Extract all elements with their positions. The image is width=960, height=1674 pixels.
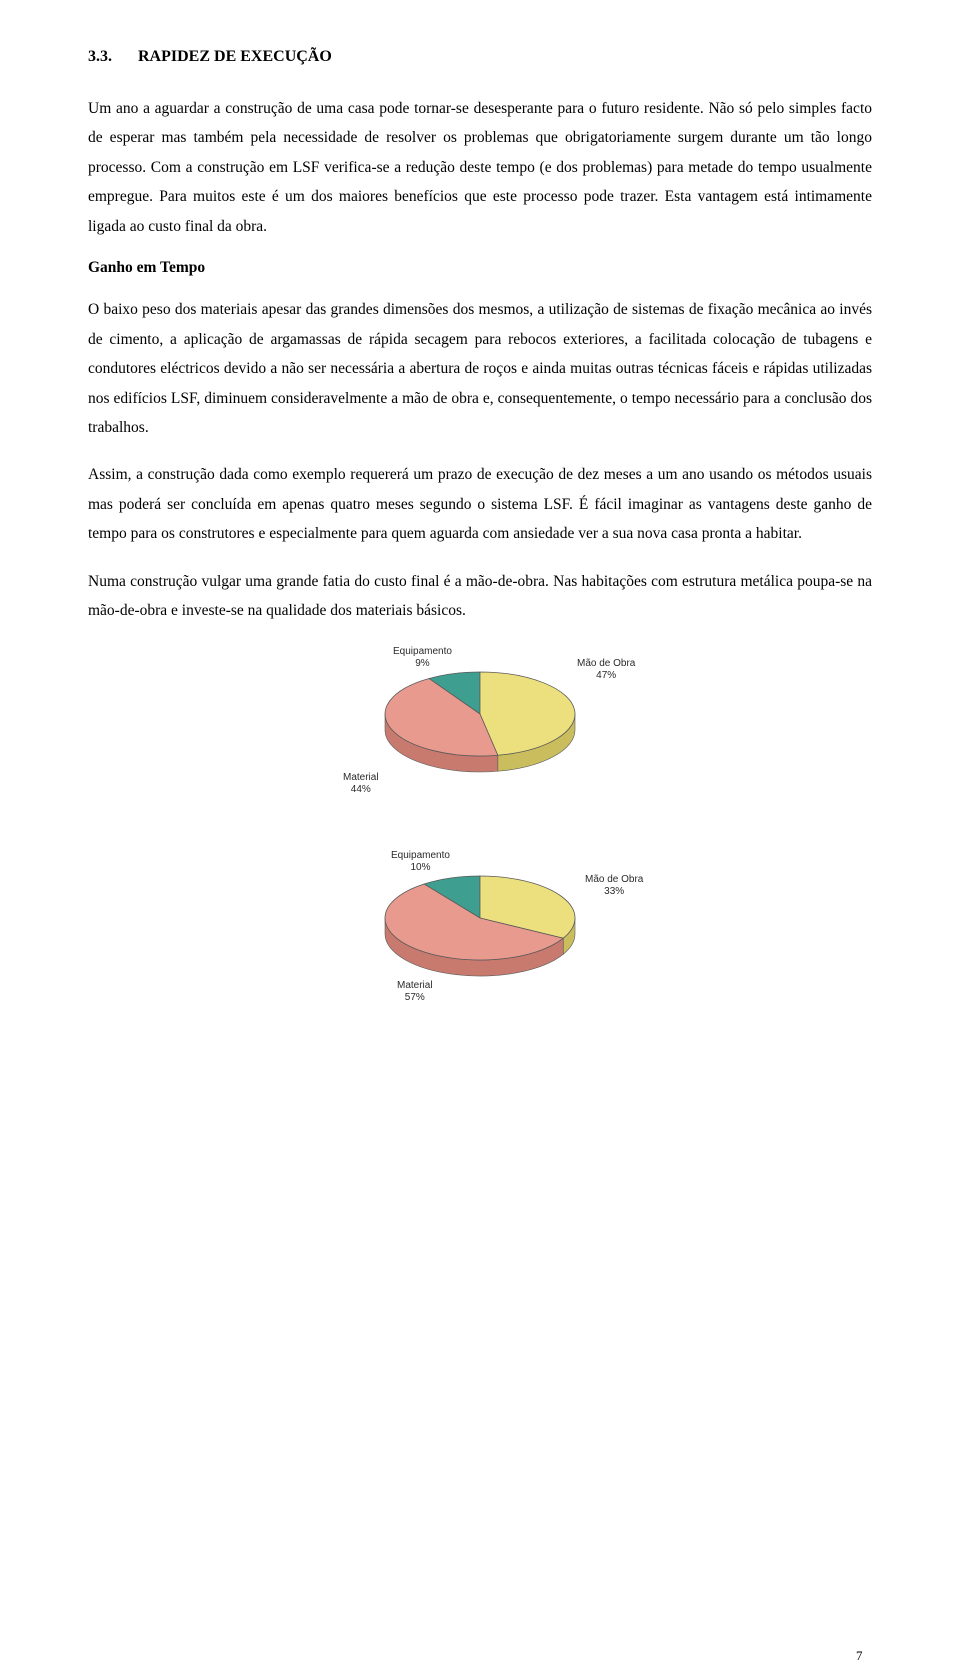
pie1-label-mao: Mão de Obra 47% (577, 658, 635, 683)
pie2-label-equip-pct: 10% (410, 862, 430, 873)
paragraph-1: Um ano a aguardar a construção de uma ca… (88, 94, 872, 241)
section-title: RAPIDEZ DE EXECUÇÃO (138, 48, 332, 65)
pie1-label-mat-name: Material (343, 772, 379, 783)
pie1-label-equip: Equipamento 9% (393, 646, 452, 671)
pie2-label-mat-pct: 57% (405, 992, 425, 1003)
pie2-label-mao: Mão de Obra 33% (585, 874, 643, 899)
pie1-label-mao-name: Mão de Obra (577, 658, 635, 669)
paragraph-3: Assim, a construção dada como exemplo re… (88, 460, 872, 548)
pie2-label-mat-name: Material (397, 980, 433, 991)
paragraph-4: Numa construção vulgar uma grande fatia … (88, 567, 872, 626)
paragraph-2: O baixo peso dos materiais apesar das gr… (88, 295, 872, 442)
pie-chart-1: Equipamento 9% Mão de Obra 47% Material … (265, 644, 695, 804)
page-number: 7 (856, 1648, 863, 1664)
pie2-label-mat: Material 57% (397, 980, 433, 1005)
pie1-label-equip-pct: 9% (415, 658, 429, 669)
section-number: 3.3. (88, 48, 112, 66)
pie2-label-equip: Equipamento 10% (391, 850, 450, 875)
pie1-label-mat: Material 44% (343, 772, 379, 797)
pie2-label-equip-name: Equipamento (391, 850, 450, 861)
pie-chart-2: Equipamento 10% Mão de Obra 33% Material… (265, 848, 695, 1008)
pie2-label-mao-pct: 33% (604, 886, 624, 897)
section-heading: 3.3. RAPIDEZ DE EXECUÇÃO (88, 48, 872, 66)
pie2-label-mao-name: Mão de Obra (585, 874, 643, 885)
charts-container: Equipamento 9% Mão de Obra 47% Material … (88, 644, 872, 1008)
sub-heading-ganho: Ganho em Tempo (88, 259, 872, 277)
pie1-label-equip-name: Equipamento (393, 646, 452, 657)
pie1-label-mao-pct: 47% (596, 670, 616, 681)
pie1-label-mat-pct: 44% (351, 784, 371, 795)
